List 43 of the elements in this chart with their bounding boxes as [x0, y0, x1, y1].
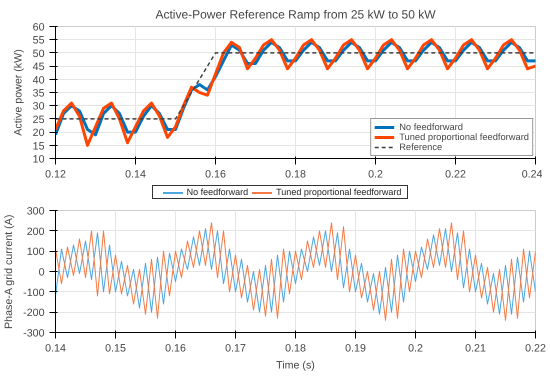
x-tick-label: 0.22: [445, 168, 466, 180]
legend-label: Tuned proportional feedforward: [399, 132, 529, 142]
y-tick-label: -100: [23, 286, 45, 299]
x-tick-label: 0.14: [125, 168, 146, 180]
x-tick-label: 0.22: [525, 342, 546, 354]
x-tick-label: 0.2: [408, 342, 423, 354]
y-tick-label: 35: [32, 88, 45, 100]
y-tick-label: 0: [38, 266, 45, 278]
y-tick-label: 50: [32, 48, 45, 60]
x-tick-label: 0.12: [45, 168, 66, 180]
y-tick-label: 100: [26, 246, 45, 258]
y-tick-label: 40: [32, 74, 45, 86]
legend-label: Reference: [399, 142, 442, 152]
legend-label: No feedforward: [399, 122, 463, 132]
y-tick-label: -300: [23, 328, 45, 340]
x-axis-title: Time (s): [276, 360, 315, 372]
x-tick-label: 0.21: [465, 342, 486, 354]
y-tick-label: -200: [23, 307, 45, 320]
x-tick-label: 0.14: [45, 342, 66, 354]
y-tick-label: 300: [26, 206, 45, 218]
x-tick-label: 0.15: [105, 342, 126, 354]
y-tick-label: 45: [32, 61, 45, 74]
x-tick-label: 0.24: [522, 168, 543, 180]
legend-label: No feedforward: [186, 187, 248, 197]
chart-title: Active-Power Reference Ramp from 25 kW to 50 kW: [155, 8, 436, 22]
y-tick-label: 10: [32, 154, 45, 166]
x-tick-label: 0.2: [368, 168, 383, 180]
x-tick-label: 0.16: [205, 168, 226, 180]
y-tick-label: 30: [32, 100, 45, 113]
x-tick-label: 0.19: [345, 342, 366, 354]
y-tick-label: 55: [32, 34, 45, 47]
y-tick-label: 20: [32, 127, 45, 140]
x-tick-label: 0.18: [285, 168, 306, 180]
x-tick-label: 0.18: [285, 342, 306, 354]
y-tick-label: 200: [26, 226, 45, 238]
y-tick-label: 60: [32, 22, 45, 34]
y-axis-title: Active power (kW): [12, 49, 25, 136]
x-tick-label: 0.17: [225, 342, 246, 354]
x-tick-label: 0.16: [165, 342, 186, 354]
y-axis-title: Phase-A grid current (A): [3, 214, 16, 329]
legend-label: Tuned proportional feedforward: [276, 187, 402, 197]
y-tick-label: 15: [32, 140, 45, 152]
y-tick-label: 25: [32, 114, 45, 126]
